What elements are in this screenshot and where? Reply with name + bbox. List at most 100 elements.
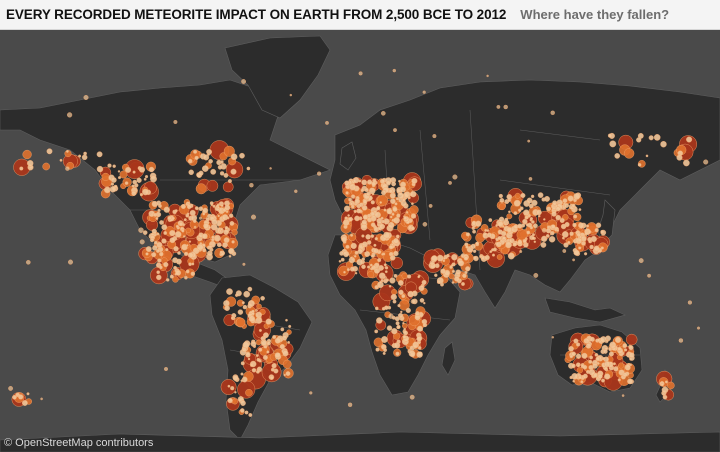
- impact-marker[interactable]: [402, 322, 405, 325]
- impact-marker[interactable]: [628, 352, 635, 358]
- impact-marker[interactable]: [506, 194, 513, 200]
- impact-marker[interactable]: [163, 206, 170, 213]
- impact-marker[interactable]: [78, 154, 82, 158]
- impact-marker[interactable]: [697, 326, 701, 330]
- impact-marker[interactable]: [394, 342, 401, 349]
- impact-marker[interactable]: [173, 246, 179, 252]
- impact-marker[interactable]: [156, 241, 163, 248]
- impact-marker[interactable]: [125, 166, 132, 173]
- impact-marker[interactable]: [388, 313, 394, 319]
- impact-marker[interactable]: [555, 214, 561, 221]
- impact-marker[interactable]: [409, 205, 419, 215]
- impact-marker[interactable]: [138, 227, 144, 233]
- impact-marker[interactable]: [434, 273, 438, 278]
- impact-marker[interactable]: [383, 275, 388, 280]
- impact-marker[interactable]: [407, 290, 414, 298]
- impact-marker[interactable]: [396, 213, 401, 218]
- impact-marker[interactable]: [392, 68, 396, 73]
- impact-marker[interactable]: [403, 327, 406, 331]
- impact-marker[interactable]: [622, 372, 628, 378]
- impact-marker[interactable]: [370, 222, 376, 228]
- impact-marker[interactable]: [353, 209, 357, 214]
- impact-marker[interactable]: [66, 112, 73, 118]
- impact-marker[interactable]: [569, 354, 573, 359]
- impact-marker[interactable]: [174, 231, 182, 238]
- impact-marker[interactable]: [175, 269, 182, 276]
- impact-marker[interactable]: [119, 170, 128, 179]
- impact-marker[interactable]: [479, 254, 483, 258]
- impact-marker[interactable]: [507, 252, 515, 260]
- impact-marker[interactable]: [358, 71, 363, 76]
- impact-marker[interactable]: [498, 203, 506, 211]
- impact-marker[interactable]: [410, 202, 414, 206]
- impact-marker[interactable]: [222, 181, 234, 193]
- impact-marker[interactable]: [229, 220, 235, 226]
- impact-marker[interactable]: [239, 408, 245, 413]
- impact-marker[interactable]: [402, 334, 407, 339]
- impact-marker[interactable]: [150, 175, 157, 183]
- impact-marker[interactable]: [224, 204, 231, 211]
- impact-marker[interactable]: [245, 352, 251, 358]
- impact-marker[interactable]: [159, 220, 164, 225]
- impact-marker[interactable]: [194, 206, 199, 211]
- impact-marker[interactable]: [117, 176, 121, 180]
- impact-marker[interactable]: [398, 179, 401, 183]
- impact-marker[interactable]: [431, 255, 438, 262]
- impact-marker[interactable]: [370, 200, 375, 205]
- impact-marker[interactable]: [586, 224, 590, 228]
- impact-marker[interactable]: [219, 171, 225, 176]
- impact-marker[interactable]: [258, 328, 262, 332]
- impact-marker[interactable]: [18, 394, 24, 400]
- impact-marker[interactable]: [288, 324, 292, 328]
- impact-marker[interactable]: [436, 254, 444, 262]
- impact-marker[interactable]: [492, 253, 496, 257]
- impact-marker[interactable]: [533, 240, 536, 244]
- impact-marker[interactable]: [343, 250, 350, 258]
- impact-marker[interactable]: [573, 214, 578, 219]
- impact-marker[interactable]: [348, 216, 354, 222]
- impact-marker[interactable]: [660, 140, 667, 148]
- impact-marker[interactable]: [96, 165, 104, 173]
- impact-marker[interactable]: [398, 313, 404, 319]
- impact-marker[interactable]: [169, 237, 176, 244]
- impact-marker[interactable]: [496, 254, 503, 260]
- impact-marker[interactable]: [224, 225, 229, 230]
- impact-marker[interactable]: [484, 255, 490, 261]
- impact-marker[interactable]: [395, 321, 400, 326]
- impact-marker[interactable]: [131, 190, 137, 196]
- impact-marker[interactable]: [581, 352, 588, 359]
- impact-marker[interactable]: [26, 392, 30, 396]
- impact-marker[interactable]: [573, 338, 579, 344]
- impact-marker[interactable]: [270, 367, 275, 372]
- impact-marker[interactable]: [648, 135, 654, 141]
- impact-marker[interactable]: [580, 380, 584, 384]
- impact-marker[interactable]: [289, 93, 292, 97]
- impact-marker[interactable]: [664, 380, 668, 384]
- impact-marker[interactable]: [367, 265, 371, 269]
- impact-marker[interactable]: [540, 241, 547, 248]
- impact-marker[interactable]: [380, 111, 386, 116]
- impact-marker[interactable]: [216, 242, 222, 248]
- impact-marker[interactable]: [251, 309, 255, 313]
- impact-marker[interactable]: [353, 254, 357, 258]
- impact-marker[interactable]: [111, 177, 117, 183]
- impact-marker[interactable]: [541, 227, 547, 233]
- impact-marker[interactable]: [66, 150, 69, 153]
- impact-marker[interactable]: [484, 228, 488, 232]
- impact-marker[interactable]: [145, 246, 152, 253]
- impact-marker[interactable]: [382, 351, 386, 355]
- impact-marker[interactable]: [250, 341, 257, 347]
- impact-marker[interactable]: [202, 248, 207, 253]
- impact-marker[interactable]: [354, 215, 360, 222]
- impact-marker[interactable]: [495, 241, 502, 248]
- impact-marker[interactable]: [227, 398, 233, 404]
- impact-marker[interactable]: [567, 240, 571, 245]
- impact-marker[interactable]: [545, 234, 550, 238]
- impact-marker[interactable]: [220, 204, 224, 208]
- impact-marker[interactable]: [588, 369, 596, 376]
- impact-marker[interactable]: [393, 273, 398, 278]
- impact-marker[interactable]: [624, 364, 631, 371]
- impact-marker[interactable]: [282, 350, 289, 357]
- impact-marker[interactable]: [239, 152, 245, 159]
- impact-marker[interactable]: [285, 371, 291, 376]
